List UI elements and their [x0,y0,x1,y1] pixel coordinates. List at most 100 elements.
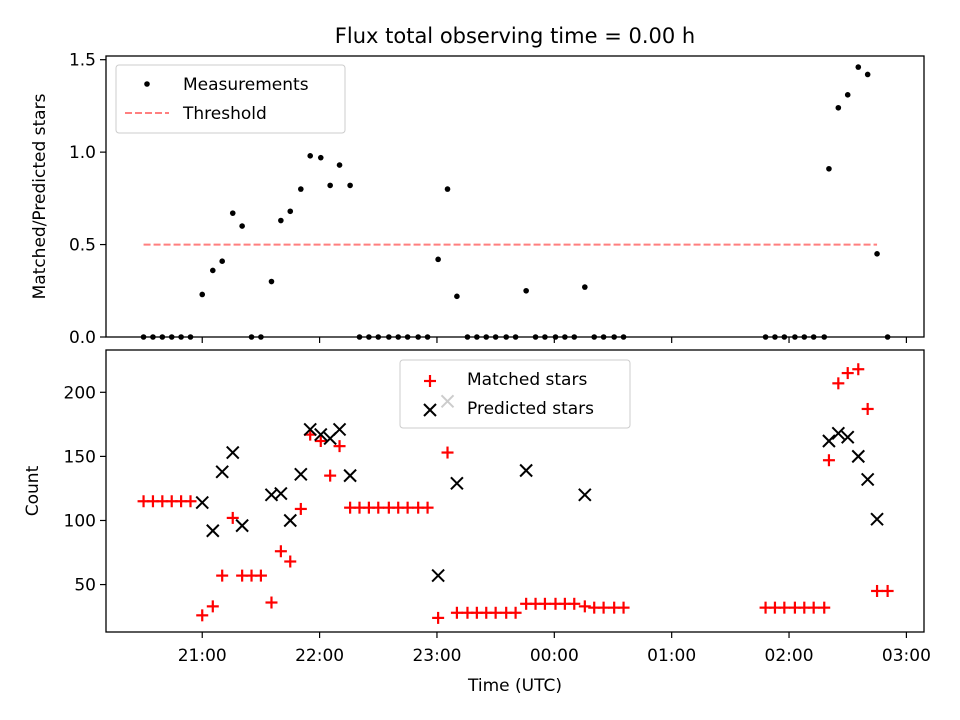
predicted-stars-point [841,430,855,444]
x-tick-label: 23:00 [412,646,461,666]
measurements-point [855,64,862,70]
matched-stars-legend-label: Matched stars [467,370,587,390]
measurements-point [347,182,353,189]
bottom-y-tick-label: 50 [74,576,96,596]
predicted-stars-legend-label: Predicted stars [467,399,594,419]
predicted-stars-point [283,513,297,528]
x-tick-label: 22:00 [295,646,344,666]
matched-stars-point [314,435,327,448]
x-tick-label: 01:00 [647,646,696,666]
predicted-stars-point [870,512,884,526]
predicted-stars-point [851,449,865,464]
matched-stars-point [861,402,874,415]
x-axis-label: Time (UTC) [467,676,562,696]
bottom-panel: 50 100 150 200 21:00 22:00 23:00 00:00 01:00 02:0… [23,349,931,696]
predicted-stars-point [519,463,533,478]
matched-stars-point [284,555,297,568]
top-plot-marks [140,64,891,340]
top-y-tick-label: 0.5 [69,236,96,256]
predicted-stars-point [215,465,229,479]
top-legend-box [115,64,346,134]
chart-title: Flux total observing time = 0.00 h [335,24,695,48]
matched-stars-point [450,606,463,619]
predicted-stars-point [294,467,308,482]
predicted-stars-point [226,445,240,460]
matched-stars-point [294,502,307,515]
predicted-stars-point [450,476,464,491]
matched-stars-point [441,446,454,459]
matched-stars-point [822,454,835,467]
bottom-plot-marks [137,363,894,624]
x-tick-label: 21:00 [178,646,227,666]
top-y-tick-label: 1.5 [69,51,96,71]
predicted-stars-point [831,426,846,441]
bottom-y-tick-label: 100 [64,511,96,531]
predicted-stars-legend-marker [423,403,437,417]
bottom-y-tick-label: 150 [64,447,96,467]
x-tick-label: 00:00 [530,646,579,666]
top-legend: Measurements Threshold [115,64,346,134]
matched-stars-point [841,367,854,380]
matched-stars-point [509,606,522,619]
matched-stars-point [871,584,884,597]
predicted-stars-point [860,472,875,487]
measurements-point [268,278,275,285]
predicted-stars-point [343,468,357,483]
top-y-tick-label: 0.0 [69,328,96,348]
bottom-y-tick-label: 200 [64,383,96,403]
matched-stars-point [538,597,551,610]
predicted-stars-point [822,434,836,448]
matched-stars-point [852,363,865,376]
matched-stars-point [818,601,831,614]
predicted-stars-point [332,422,347,437]
matched-stars-point [597,601,610,614]
bottom-legend: Matched stars Predicted stars [399,359,631,429]
measurements-point [317,154,324,161]
matched-stars-point [421,501,434,514]
predicted-stars-point [578,488,592,502]
measurements-point [327,182,333,189]
matched-stars-point [226,511,239,524]
matched-stars-point [324,469,337,482]
top-y-tick-label: 1.0 [69,143,96,163]
bottom-axes: 50 100 150 200 21:00 22:00 23:00 00:00 01:00 02:0… [64,383,931,666]
matched-stars-point [778,601,791,614]
predicted-stars-point [206,524,220,538]
measurements-point [864,71,871,78]
measurements-point [835,104,842,111]
measurements-point [278,217,284,224]
matched-stars-point [617,601,630,614]
predicted-stars-point [274,486,288,501]
matched-stars-point [184,495,197,508]
matched-stars-point [489,606,502,619]
measurements-point [844,92,851,98]
matched-stars-point [196,609,209,622]
top-panel: 0.0 0.5 1.0 1.5 Matched/Predicted stars Mea… [30,51,925,348]
measurements-point [199,291,206,298]
matched-stars-point [568,597,581,610]
measurements-point [826,165,832,172]
matched-stars-point [254,569,267,582]
matched-stars-point [401,501,414,514]
measurements-point [229,210,236,216]
top-axes: 0.0 0.5 1.0 1.5 [69,51,907,348]
measurements-point [336,162,343,168]
matched-stars-legend-marker [424,375,436,387]
predicted-stars-point [431,568,445,583]
matched-stars-point [274,545,287,558]
measurements-legend-marker [144,81,150,87]
measurements-point [582,284,588,290]
bottom-legend-box [399,359,631,429]
matched-stars-point [807,601,820,614]
threshold-legend-label: Threshold [182,104,267,124]
top-plot-frame [105,55,925,338]
measurements-point [874,251,880,257]
matched-stars-point [578,600,591,613]
measurements-point [209,267,216,274]
matched-stars-point [206,600,219,613]
measurements-point [239,223,245,229]
measurements-point [298,186,304,192]
measurements-legend-label: Measurements [183,75,309,95]
matched-stars-point [333,440,346,453]
matched-stars-point [881,584,894,597]
